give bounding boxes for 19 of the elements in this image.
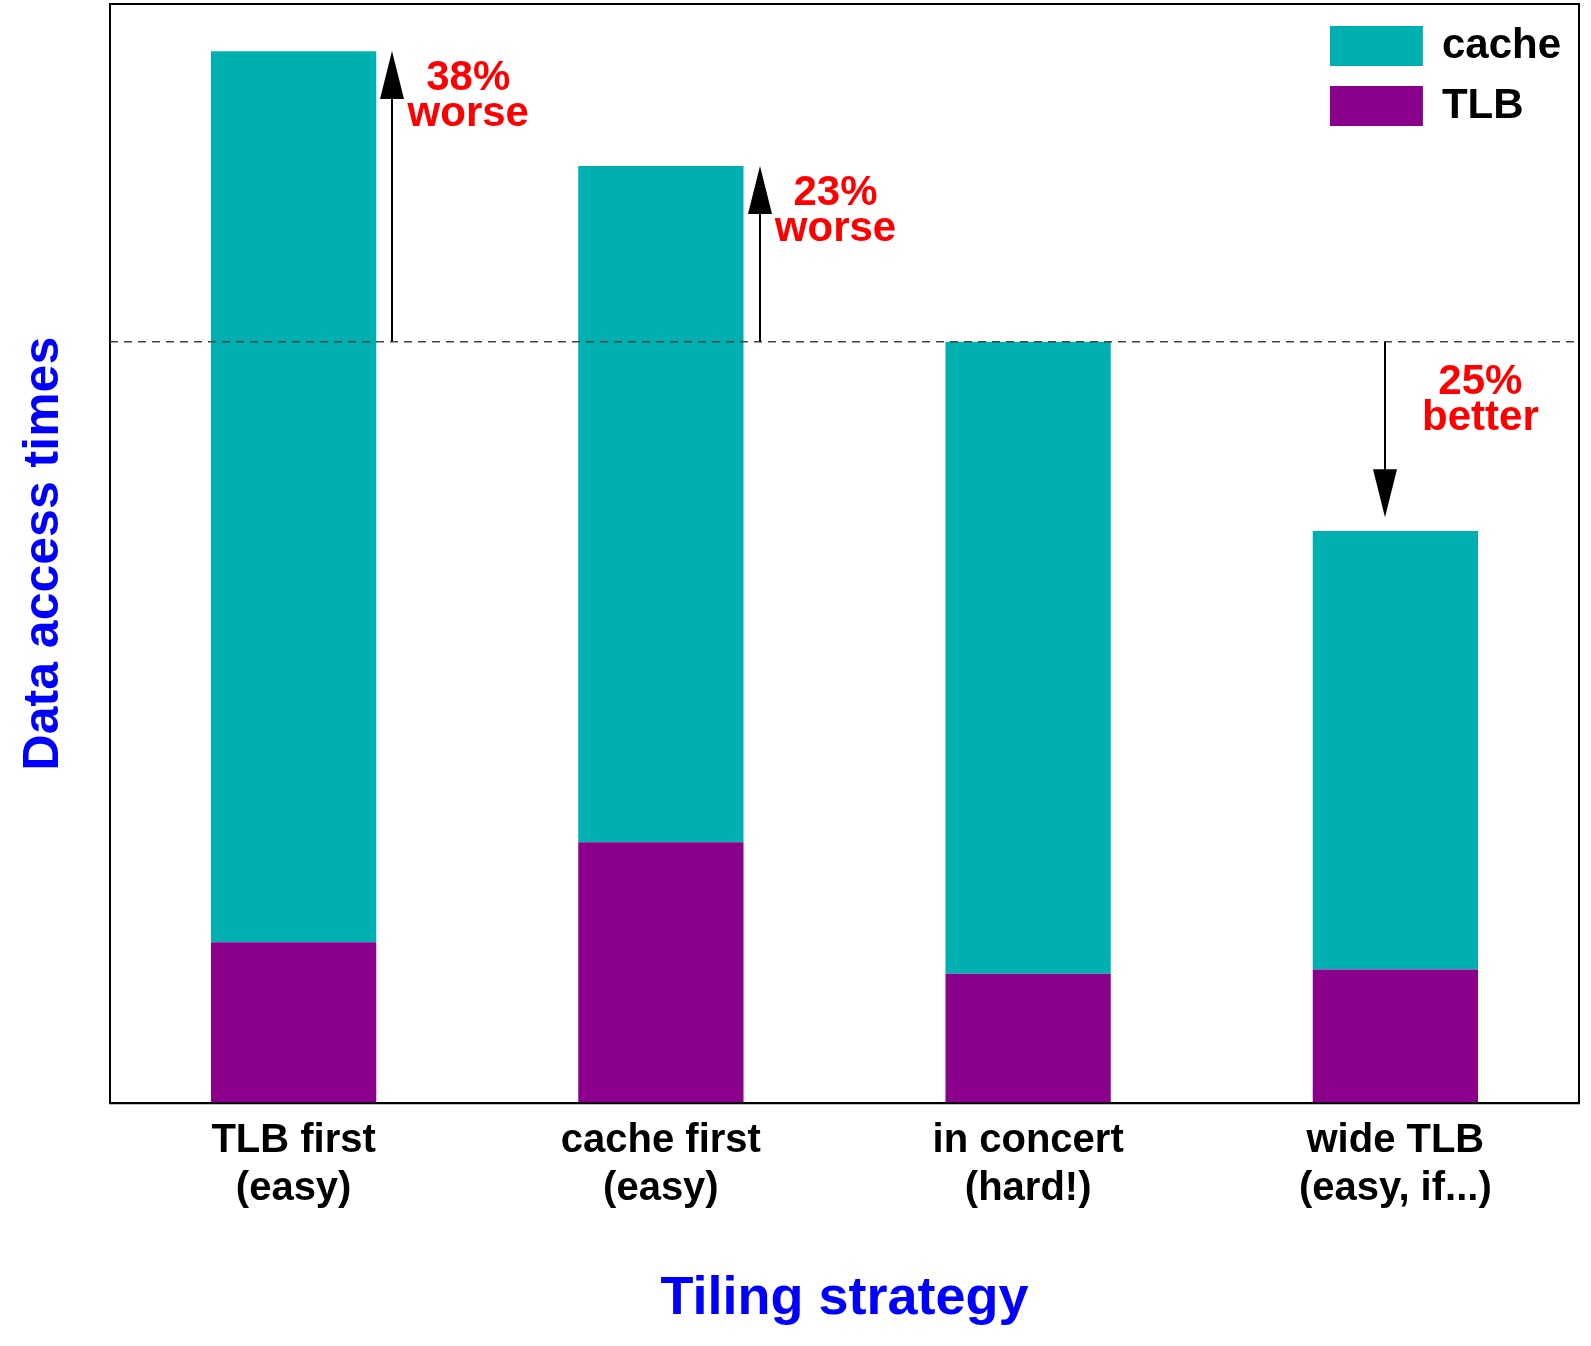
x-tick-label: cache first (easy) [560, 1116, 761, 1209]
annotation: 23% worse [773, 166, 897, 250]
bar [578, 165, 744, 843]
x-axis-title: Tiling strategy [660, 1265, 1029, 1326]
annotation: 25% better [1422, 356, 1539, 440]
bar [210, 51, 377, 943]
x-tick-label: in concert (hard!) [932, 1116, 1124, 1209]
legend-label: cache [1441, 19, 1561, 67]
bar [210, 942, 377, 1104]
bar [945, 341, 1111, 974]
bar [945, 973, 1111, 1104]
annotation: 38% worse [406, 51, 529, 135]
bar [578, 842, 744, 1104]
x-tick-label: TLB first (easy) [211, 1116, 376, 1209]
y-axis-title: Data access times [12, 336, 69, 771]
x-tick-label: wide TLB (easy, if...) [1299, 1116, 1492, 1209]
bar [1312, 530, 1479, 970]
bar [1312, 969, 1479, 1104]
legend-label: TLB [1441, 79, 1524, 127]
